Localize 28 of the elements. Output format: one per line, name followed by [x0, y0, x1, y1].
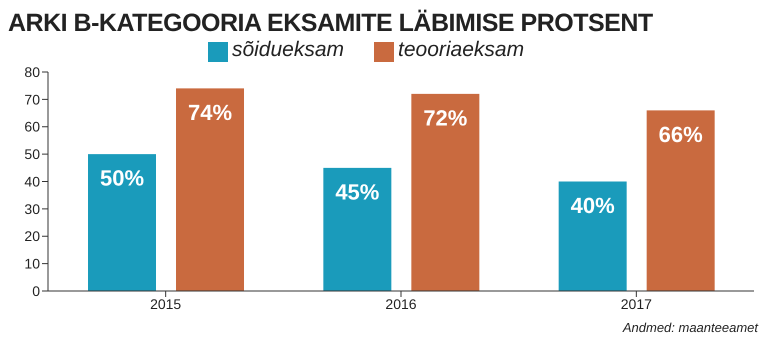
bar: [558, 182, 627, 291]
y-tick-label: 60: [24, 118, 40, 135]
y-tick-label: 50: [24, 146, 40, 162]
bar: [411, 94, 480, 291]
bar: [88, 154, 156, 291]
text: Andmed: maanteeamet: [622, 320, 758, 335]
y-tick-label: 80: [24, 64, 40, 80]
x-tick-label: 2016: [385, 296, 417, 312]
y-tick-label: 20: [24, 228, 40, 244]
x-tick-label: 2017: [620, 296, 652, 312]
y-tick-label: 70: [24, 91, 40, 108]
legend-label: teooriaeksam: [398, 38, 524, 61]
y-tick-label: 40: [24, 173, 40, 190]
data-label: 45%: [335, 179, 380, 204]
bar: [176, 88, 244, 291]
y-tick-label: 30: [24, 200, 40, 217]
data-label: 50%: [100, 166, 144, 191]
bar: [646, 110, 715, 291]
data-label: 74%: [188, 100, 232, 126]
chart-title: ARKI B-KATEGOORIA EKSAMITE LÄBIMISE PROTSENT: [8, 8, 654, 38]
data-label: 72%: [423, 106, 468, 131]
y-tick-label: 0: [32, 282, 40, 299]
x-tick-label: 2015: [150, 296, 182, 312]
data-label: 40%: [570, 193, 615, 218]
data-label: 66%: [658, 122, 703, 147]
bar: [323, 168, 392, 291]
y-tick-label: 10: [24, 256, 40, 272]
legend-label: sõidueksam: [232, 38, 344, 61]
